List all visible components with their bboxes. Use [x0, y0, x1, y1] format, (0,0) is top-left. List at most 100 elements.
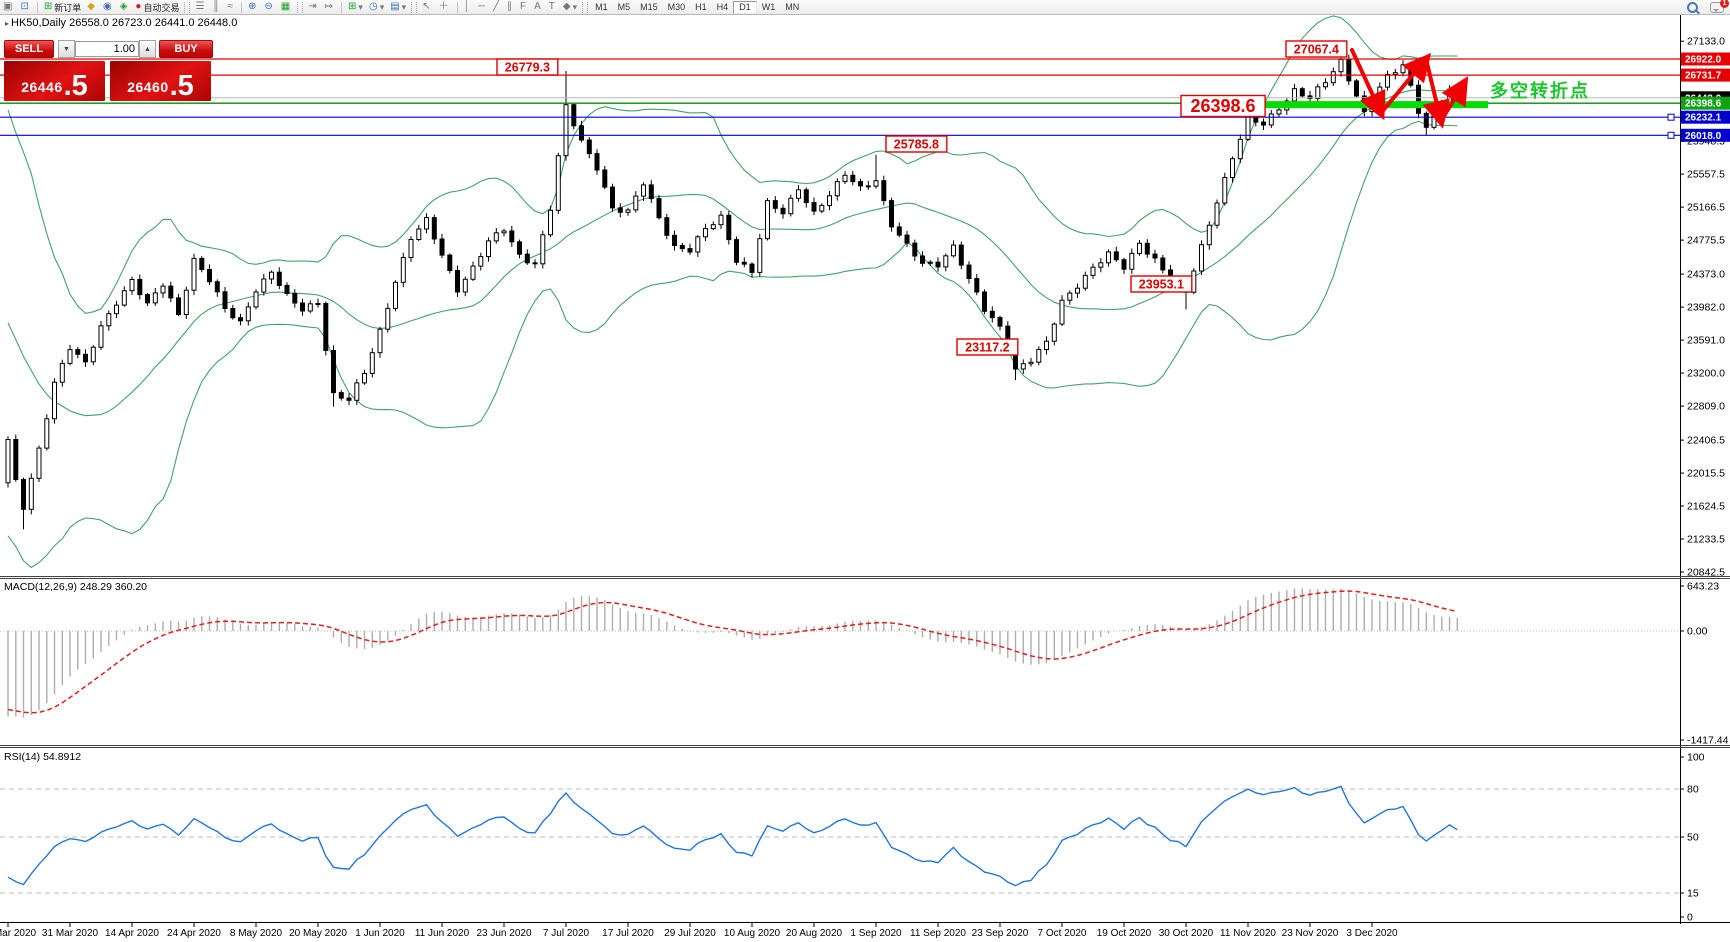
volume-input[interactable]: 1.00: [75, 41, 139, 57]
tile-windows-button[interactable]: ▦: [278, 1, 295, 14]
indicators-button[interactable]: ⊞ ▾: [345, 1, 366, 14]
trendline-button[interactable]: ╱: [490, 1, 504, 14]
timeframe-button-D1[interactable]: D1: [733, 0, 757, 14]
toolbar-gripper: [184, 1, 191, 13]
fibonacci-button[interactable]: F: [517, 1, 531, 14]
data-window-icon: ◆: [87, 1, 95, 12]
svg-text:26232.1: 26232.1: [1685, 113, 1722, 124]
text-button[interactable]: A: [531, 1, 546, 14]
chinese-annotation-text[interactable]: 多空转折点: [1490, 81, 1590, 101]
buy-price-fraction: .5: [169, 70, 194, 102]
dropdown-arrow-icon: ▾: [379, 1, 385, 12]
svg-text:21233.5: 21233.5: [1687, 534, 1725, 546]
zoom-out-button[interactable]: ⊖: [261, 1, 277, 14]
svg-text:22015.5: 22015.5: [1687, 468, 1725, 480]
market-watch-button[interactable]: ⊡: [17, 1, 33, 14]
new-order-button[interactable]: ⊞ 新订单: [41, 1, 84, 14]
timeframe-button-H4[interactable]: H4: [716, 1, 729, 12]
timeframe-button-M5[interactable]: M5: [617, 1, 631, 12]
svg-text:23953.1: 23953.1: [1139, 277, 1184, 291]
horizontal-line-icon: ─: [477, 1, 485, 12]
line-handle[interactable]: [1667, 131, 1675, 139]
auto-scroll-button[interactable]: ⇥: [305, 1, 321, 14]
buy-button[interactable]: BUY: [159, 40, 213, 58]
svg-text:26779.3: 26779.3: [505, 60, 550, 74]
sell-price-fraction: .5: [63, 70, 88, 102]
timeframe-button-H1[interactable]: H1: [695, 1, 707, 12]
signals-button[interactable]: ◈: [117, 1, 133, 14]
timeframe-button-M30[interactable]: M30: [667, 1, 686, 12]
svg-text:11 Nov 2020: 11 Nov 2020: [1220, 928, 1276, 939]
zoom-in-icon: ⊕: [248, 1, 257, 12]
indicators-icon: ⊞: [348, 1, 357, 12]
volume-decrease-button[interactable]: ▼: [58, 40, 75, 58]
timeframe-button-M1[interactable]: M1: [595, 1, 608, 12]
svg-text:17 Jul 2020: 17 Jul 2020: [602, 928, 654, 939]
cursor-button[interactable]: ↖: [419, 1, 435, 14]
equidistant-channel-icon: ∥: [506, 1, 512, 12]
search-icon[interactable]: [1687, 1, 1698, 13]
zoom-in-button[interactable]: ⊕: [245, 1, 261, 14]
auto-trading-label: 自动交易: [143, 2, 180, 13]
zigzag-arrows[interactable]: [1350, 48, 1469, 129]
auto-trading-button[interactable]: ● 自动交易: [132, 1, 182, 14]
svg-text:27067.4: 27067.4: [1294, 42, 1339, 56]
svg-text:643.23: 643.23: [1687, 581, 1719, 593]
line-chart-button[interactable]: ≈: [225, 1, 239, 14]
new-chart-button[interactable]: ▣: [0, 1, 17, 14]
text-label-button[interactable]: T: [546, 1, 560, 14]
sell-price-panel[interactable]: 26446.5: [4, 61, 105, 101]
chat-icon[interactable]: 1: [1710, 0, 1729, 13]
toolbar: ▣ ⊡ ⊞ 新订单 ◆ ◉ ◈ ● 自动交易 ☰ ║ ≈ ⊕ ⊖ ▦ ⇥ ↦ ⊞ ▾ …: [0, 0, 1730, 15]
sell-button[interactable]: SELL: [4, 40, 54, 58]
navigator-button[interactable]: ◉: [100, 1, 117, 14]
svg-text:23591.0: 23591.0: [1687, 335, 1725, 347]
timeframe-button-M15[interactable]: M15: [640, 1, 658, 12]
candlestick-button[interactable]: ║: [209, 1, 224, 14]
line-handle[interactable]: [1667, 113, 1675, 121]
symbol-ohlc-text: HK50,Daily 26558.0 26723.0 26441.0 26448…: [11, 17, 238, 29]
periods-button[interactable]: ◷ ▾: [366, 1, 387, 14]
svg-text:0: 0: [1687, 912, 1693, 924]
magnifier-window-icon: ⊡: [20, 1, 29, 12]
volume-increase-button[interactable]: ▲: [139, 40, 156, 58]
date-axis[interactable]: 19 Mar 2020 31 Mar 2020 14 Apr 2020 24 Apr …: [0, 923, 1398, 939]
toolbar-right: 1: [1687, 0, 1729, 13]
horizontal-line-button[interactable]: ─: [475, 1, 490, 14]
new-order-label: 新订单: [54, 2, 82, 13]
svg-text:21624.5: 21624.5: [1687, 501, 1725, 513]
svg-text:26398.6: 26398.6: [1191, 96, 1256, 116]
svg-text:7 Oct 2020: 7 Oct 2020: [1038, 928, 1087, 939]
data-window-button[interactable]: ◆: [84, 1, 100, 14]
timeframe-button-W1[interactable]: W1: [761, 1, 776, 12]
dropdown-arrow-icon: ▾: [401, 1, 407, 12]
sell-price: 26446: [21, 79, 63, 95]
svg-text:25557.5: 25557.5: [1687, 169, 1725, 181]
bar-chart-button[interactable]: ☰: [192, 1, 209, 14]
symbol-ohlc-line: ▸ HK50,Daily 26558.0 26723.0 26441.0 2644…: [5, 17, 237, 29]
timeframe-button-MN[interactable]: MN: [785, 1, 800, 12]
svg-text:23 Sep 2020: 23 Sep 2020: [972, 928, 1029, 939]
svg-text:23117.2: 23117.2: [965, 340, 1010, 354]
arrows-button[interactable]: ◆ ▾: [560, 1, 580, 14]
callout-box: [1285, 40, 1348, 58]
tile-windows-icon: ▦: [280, 1, 291, 12]
svg-text:7 Jul 2020: 7 Jul 2020: [543, 928, 590, 939]
templates-button[interactable]: ▤ ▾: [387, 1, 409, 14]
one-click-trading-widget: SELL ▼ 1.00 ▲ BUY 26446.5 26460.5: [4, 40, 218, 101]
toolbar-separator: [456, 1, 458, 13]
toolbar-separator: [36, 1, 38, 13]
buy-price-panel[interactable]: 26460.5: [110, 61, 211, 101]
auto-trading-icon: ●: [135, 1, 142, 12]
vertical-line-button[interactable]: │: [461, 1, 475, 14]
channel-button[interactable]: ∥: [504, 1, 517, 14]
callout-box: [1130, 275, 1193, 293]
chart-shift-button[interactable]: ↦: [322, 1, 338, 14]
svg-text:24775.5: 24775.5: [1687, 235, 1725, 247]
price-callouts[interactable]: 26779.3 25785.8 23117.2 23953.1 27067.4 26398…: [496, 40, 1348, 356]
crosshair-button[interactable]: ＋: [436, 1, 454, 14]
svg-text:-1417.44: -1417.44: [1687, 735, 1729, 747]
horizontal-level-lines[interactable]: [0, 58, 1680, 139]
